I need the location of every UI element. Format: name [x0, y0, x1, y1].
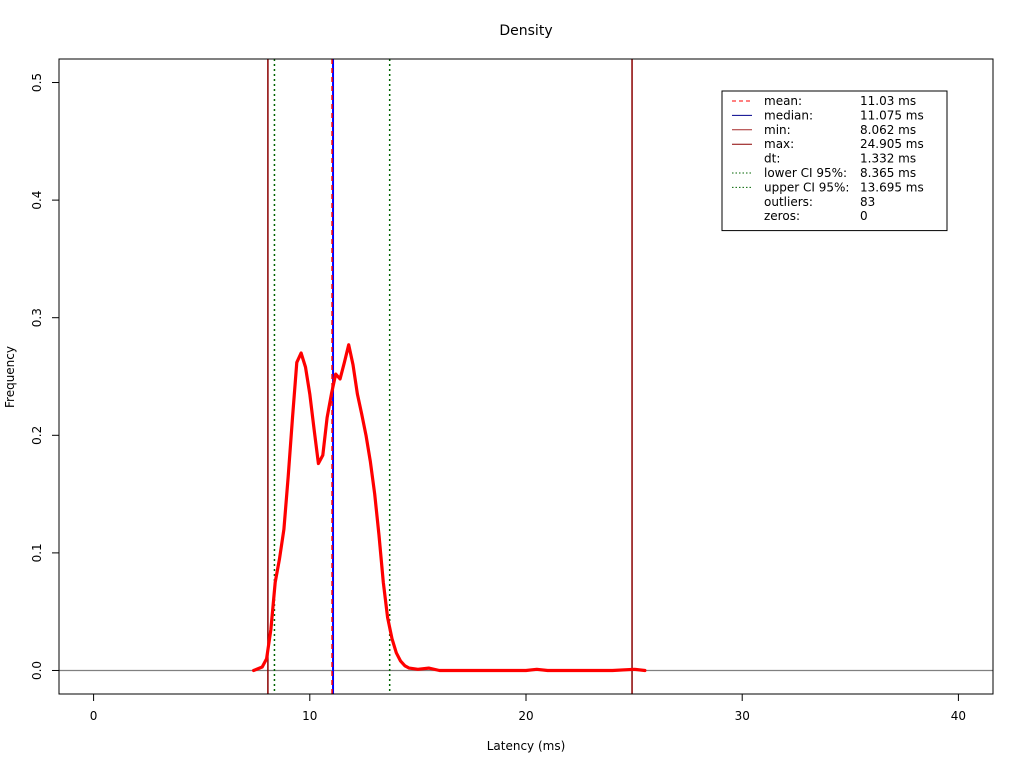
legend-box: [721, 90, 948, 232]
legend-item-label: min:: [764, 123, 791, 137]
x-tick-label: 10: [302, 709, 317, 723]
legend-item-label: max:: [764, 137, 794, 151]
plot-area: [59, 59, 993, 694]
legend-item-value: 24.905 ms: [860, 137, 924, 151]
legend-item-value: 13.695 ms: [860, 180, 924, 194]
y-axis: 0.0 0.1 0.2 0.3 0.4 0.5: [30, 73, 60, 680]
legend: mean: 11.03 ms median: 11.075 ms min: 8.062 m…: [721, 90, 948, 232]
x-axis: 0 10 20 30 40: [90, 693, 966, 723]
legend-item-label: outliers:: [764, 195, 813, 209]
x-tick-label: 30: [735, 709, 750, 723]
legend-item-label: lower CI 95%:: [764, 166, 847, 180]
legend-item-label: median:: [764, 108, 813, 122]
y-tick-label: 0.4: [30, 191, 44, 210]
x-tick-label: 0: [90, 709, 98, 723]
legend-item-value: 11.03 ms: [860, 94, 916, 108]
legend-item-value: 83: [860, 195, 875, 209]
y-tick-label: 0.1: [30, 543, 44, 562]
legend-item-value: 1.332 ms: [860, 152, 916, 166]
y-tick-label: 0.3: [30, 308, 44, 327]
legend-item-value: 8.062 ms: [860, 123, 916, 137]
legend-item-value: 0: [860, 209, 868, 223]
y-axis-label: Frequency: [3, 346, 17, 408]
x-tick-label: 40: [951, 709, 966, 723]
legend-item-label: mean:: [764, 94, 802, 108]
legend-item-value: 11.075 ms: [860, 108, 924, 122]
y-tick-label: 0.5: [30, 73, 44, 92]
x-tick-label: 20: [518, 709, 533, 723]
y-tick-label: 0.2: [30, 426, 44, 445]
y-tick-label: 0.0: [30, 661, 44, 680]
legend-item-label: dt:: [764, 152, 780, 166]
x-axis-label: Latency (ms): [487, 739, 566, 753]
legend-item-value: 8.365 ms: [860, 166, 916, 180]
chart-title: Density: [499, 23, 552, 39]
density-curve-0: [252, 343, 647, 673]
legend-item-label: upper CI 95%:: [764, 180, 849, 194]
legend-item-label: zeros:: [764, 209, 800, 223]
